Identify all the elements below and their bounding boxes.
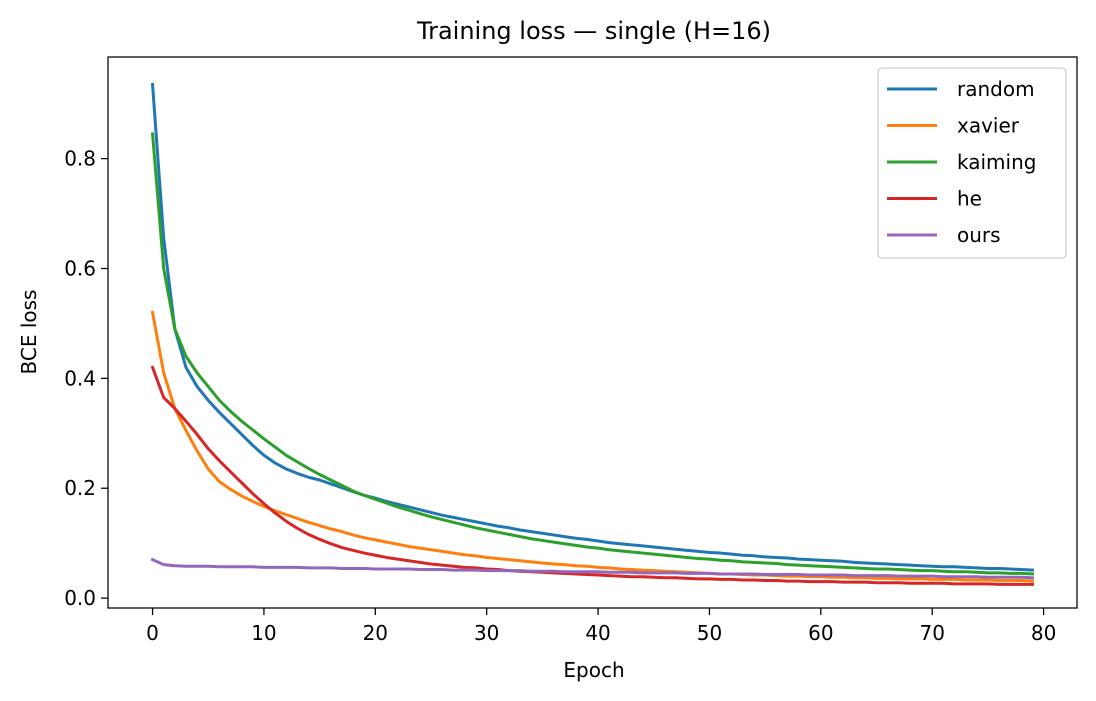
series-line-random	[150, 82, 1035, 572]
x-tick-label: 40	[585, 621, 610, 645]
series-layer	[150, 82, 1035, 586]
series-line-kaiming	[150, 132, 1035, 576]
legend-label-xavier: xavier	[957, 114, 1020, 138]
y-axis-ticks: 0.0 0.2 0.4 0.6 0.8	[64, 147, 108, 610]
series-line-he	[150, 365, 1034, 586]
x-tick-label: 80	[1031, 621, 1056, 645]
legend-label-ours: ours	[957, 223, 1001, 247]
legend-label-kaiming: kaiming	[957, 150, 1036, 174]
y-axis-label: BCE loss	[17, 290, 41, 375]
y-tick-label: 0.4	[64, 366, 96, 390]
y-tick-label: 0.0	[64, 586, 96, 610]
x-tick-label: 70	[919, 621, 944, 645]
y-tick-label: 0.6	[64, 257, 96, 281]
x-axis-label: Epoch	[563, 658, 624, 682]
series-line-xavier	[150, 310, 1035, 583]
x-tick-label: 30	[474, 621, 499, 645]
chart-title: Training loss — single (H=16)	[416, 17, 771, 45]
legend: random xavier kaiming he ours	[877, 67, 1067, 259]
x-tick-label: 20	[363, 621, 388, 645]
x-tick-label: 60	[808, 621, 833, 645]
y-tick-label: 0.8	[64, 147, 96, 171]
legend-label-random: random	[957, 77, 1035, 101]
x-axis-ticks: 0 10 20 30 40 50 60 70 80	[146, 608, 1056, 645]
x-tick-label: 0	[146, 621, 159, 645]
x-tick-label: 10	[251, 621, 276, 645]
plot-frame	[107, 56, 1078, 609]
x-tick-label: 50	[697, 621, 722, 645]
legend-label-he: he	[957, 187, 982, 211]
y-tick-label: 0.2	[64, 476, 96, 500]
legend-items: random xavier kaiming he ours	[887, 77, 1036, 247]
series-line-ours	[150, 557, 1035, 580]
legend-box	[877, 67, 1067, 259]
